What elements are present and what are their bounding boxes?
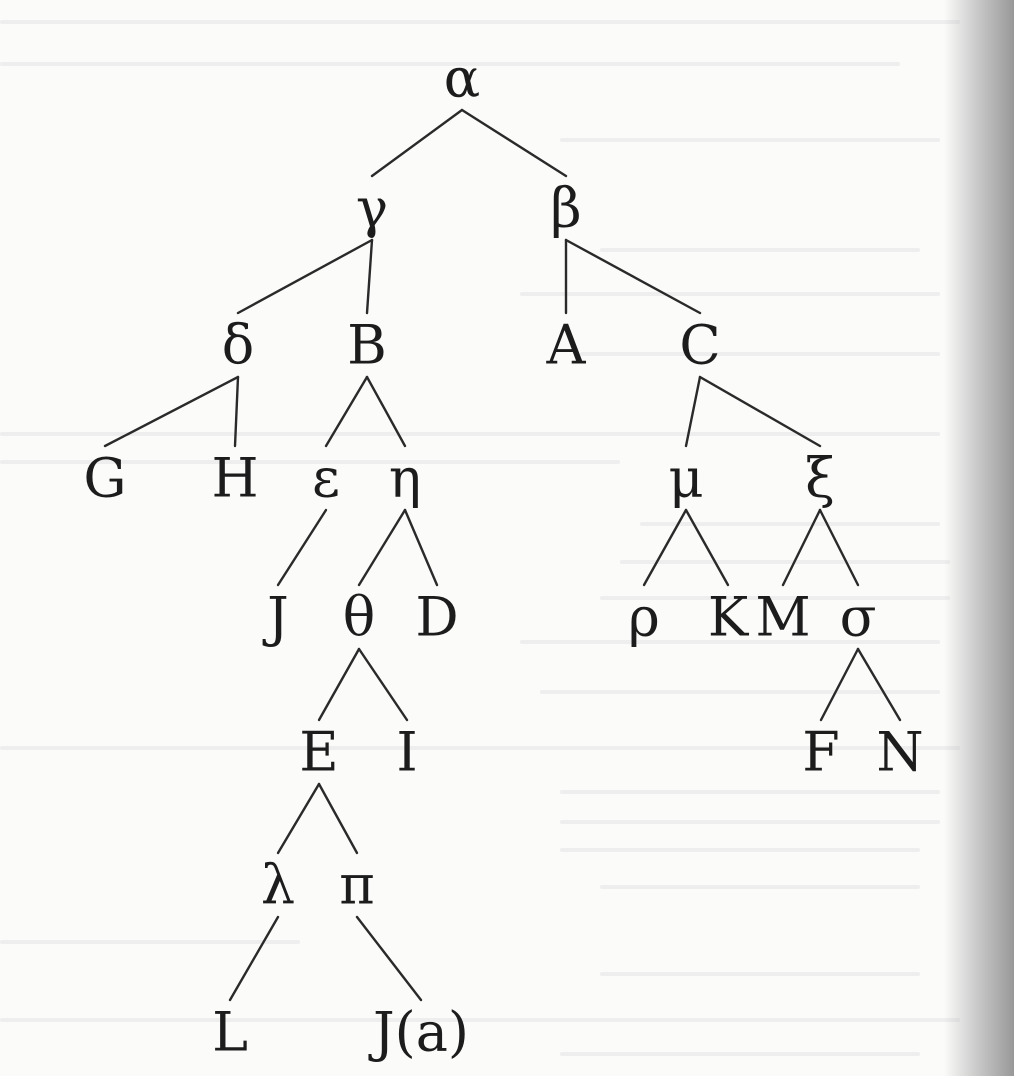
node-A: A bbox=[546, 314, 587, 377]
tree-edges bbox=[103, 108, 902, 1002]
node-K: K bbox=[708, 586, 750, 649]
edge-eta-to-D bbox=[403, 508, 439, 587]
node-alpha: α bbox=[444, 47, 480, 110]
node-beta: β bbox=[550, 177, 581, 240]
node-Ja: J(a) bbox=[368, 1001, 469, 1064]
edge-sigma-to-F bbox=[819, 647, 860, 722]
node-mu: μ bbox=[668, 447, 703, 510]
edge-xi-to-M bbox=[781, 508, 822, 587]
edge-C-to-xi bbox=[698, 375, 822, 448]
edge-theta-to-E bbox=[317, 647, 361, 722]
node-lambda: λ bbox=[261, 854, 295, 917]
edge-pi-to-Ja bbox=[355, 915, 423, 1002]
edge-mu-to-K bbox=[684, 508, 730, 587]
node-E: E bbox=[299, 721, 338, 784]
edge-delta-to-H bbox=[233, 375, 240, 448]
edge-B-to-epsilon bbox=[324, 375, 369, 448]
node-theta: θ bbox=[343, 586, 376, 649]
node-D: D bbox=[415, 586, 458, 649]
node-I: I bbox=[396, 721, 417, 784]
node-pi: π bbox=[339, 854, 375, 917]
node-sigma: σ bbox=[840, 586, 877, 649]
edge-E-to-lambda bbox=[276, 782, 321, 855]
node-J: J bbox=[262, 586, 289, 649]
edge-E-to-pi bbox=[317, 782, 359, 855]
edge-mu-to-rho bbox=[642, 508, 688, 587]
edge-alpha-to-beta bbox=[460, 108, 568, 178]
edge-theta-to-I bbox=[357, 647, 409, 722]
node-B: B bbox=[347, 314, 387, 377]
edge-epsilon-to-J bbox=[276, 508, 328, 587]
edge-delta-to-G bbox=[103, 375, 240, 448]
node-gamma: γ bbox=[356, 177, 388, 240]
edge-sigma-to-N bbox=[856, 647, 902, 722]
node-delta: δ bbox=[222, 314, 255, 377]
page-edge-shadow bbox=[944, 0, 1014, 1076]
edge-C-to-mu bbox=[684, 375, 702, 448]
node-C: C bbox=[679, 314, 720, 377]
node-G: G bbox=[83, 447, 126, 510]
node-eta: η bbox=[389, 447, 421, 510]
edge-B-to-eta bbox=[365, 375, 407, 448]
node-L: L bbox=[212, 1001, 248, 1064]
node-N: N bbox=[876, 721, 923, 784]
node-M: M bbox=[755, 586, 810, 649]
node-F: F bbox=[802, 721, 839, 784]
node-H: H bbox=[211, 447, 258, 510]
edge-alpha-to-gamma bbox=[370, 108, 464, 178]
node-rho: ρ bbox=[628, 586, 660, 649]
edge-lambda-to-L bbox=[228, 915, 280, 1002]
edge-beta-to-C bbox=[564, 238, 702, 315]
node-xi: ξ bbox=[805, 447, 835, 510]
edge-xi-to-sigma bbox=[818, 508, 860, 587]
node-epsilon: ε bbox=[312, 447, 340, 510]
edge-eta-to-theta bbox=[357, 508, 407, 587]
edge-gamma-to-B bbox=[365, 238, 374, 315]
edge-gamma-to-delta bbox=[236, 238, 374, 315]
